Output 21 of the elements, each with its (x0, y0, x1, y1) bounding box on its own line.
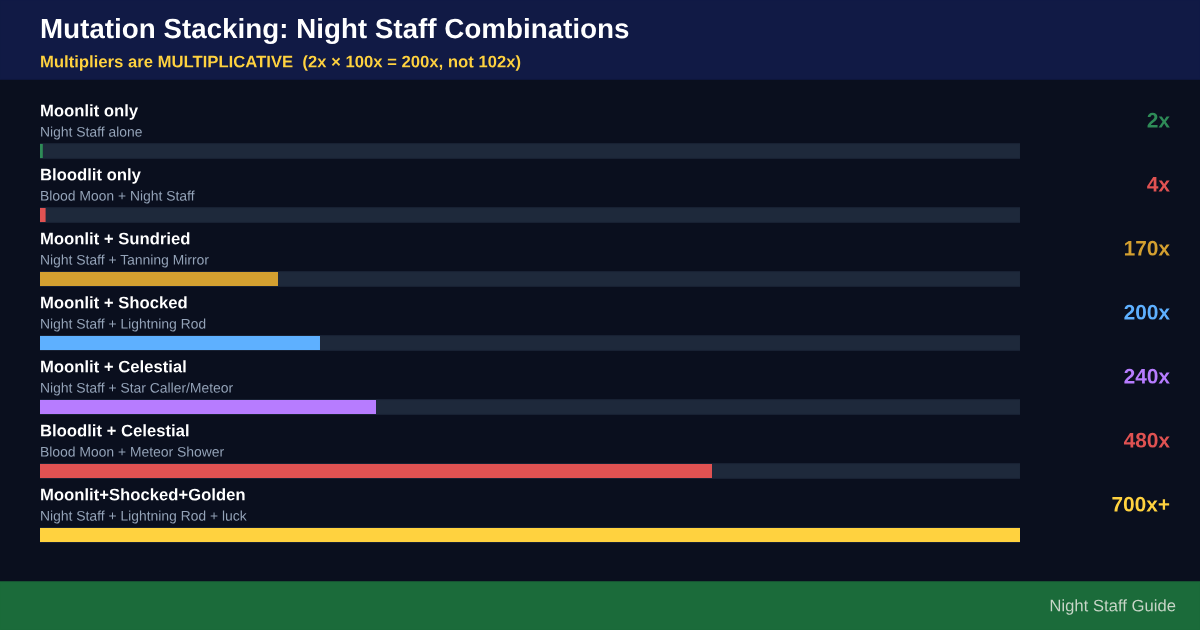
text: Night Staff Guide (1050, 599, 1176, 615)
y-tick-label: Moonlit + Shocked Night Staff + Lightning Rod (41, 296, 206, 332)
data-label: 700x+ (1112, 496, 1170, 512)
y-tick-label: Moonlit + Celestial Night Staff + Star Caller/Meteor (41, 360, 233, 396)
data-label: 200x (1124, 304, 1170, 320)
chart-subtitle: Multipliers are MULTIPLICATIVE (2x × 100x = 200x, not 102x) (41, 55, 521, 71)
data-label: 2x (1147, 112, 1170, 128)
y-tick-label: Bloodlit + Celestial Blood Moon + Meteor Shower (41, 424, 224, 457)
data-label: 170x (1124, 240, 1170, 256)
data-label: 240x (1124, 368, 1170, 384)
y-tick-label: Moonlit+Shocked+Golden Night Staff + Lightning Rod + luck (41, 488, 247, 524)
y-tick-label: Bloodlit only Blood Moon + Night Staff (41, 168, 195, 204)
chart-title: Mutation Stacking: Night Staff Combinations (41, 17, 629, 45)
y-tick-label: Moonlit + Sundried Night Staff + Tanning Mirror (41, 232, 209, 268)
bar (40, 272, 278, 286)
bar (40, 336, 320, 350)
data-label: 4x (1147, 177, 1170, 192)
bar (40, 144, 43, 158)
data-label: 480x (1123, 432, 1170, 448)
y-tick-label: Moonlit only Night Staff alone (41, 104, 142, 140)
bar (40, 208, 46, 222)
